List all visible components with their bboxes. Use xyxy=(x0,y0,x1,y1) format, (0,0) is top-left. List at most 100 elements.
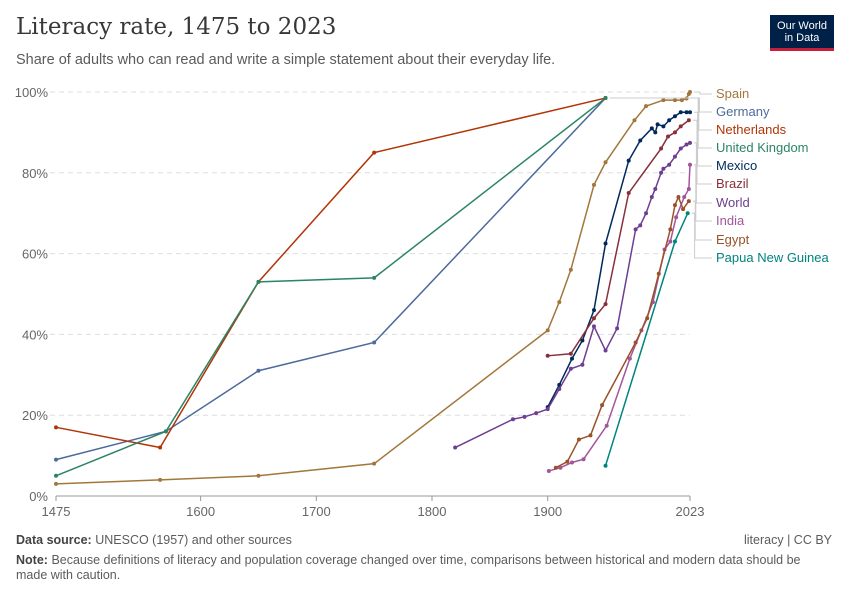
legend-connector xyxy=(609,97,712,149)
legend-label: Mexico xyxy=(716,158,757,173)
legend-connector xyxy=(694,111,712,167)
data-point xyxy=(667,118,672,123)
data-point xyxy=(372,461,377,466)
data-point xyxy=(545,407,550,412)
data-point xyxy=(569,460,574,465)
data-point xyxy=(604,423,609,428)
data-point xyxy=(600,403,605,408)
legend-label: Germany xyxy=(716,104,770,119)
data-point xyxy=(372,150,377,155)
y-tick-label: 20% xyxy=(22,408,48,423)
data-point xyxy=(568,267,573,272)
legend-label: Papua New Guinea xyxy=(716,250,830,265)
data-point xyxy=(553,465,558,470)
data-point xyxy=(645,316,650,321)
data-point xyxy=(54,473,58,478)
data-point xyxy=(686,186,691,191)
data-point xyxy=(653,186,658,191)
x-tick-label: 1600 xyxy=(186,504,215,519)
y-tick-label: 60% xyxy=(22,247,48,262)
legend-connector xyxy=(692,200,712,241)
data-point xyxy=(655,122,660,127)
data-point xyxy=(522,414,527,419)
data-point xyxy=(546,468,551,473)
data-point xyxy=(685,211,690,216)
data-point xyxy=(580,362,585,367)
data-point xyxy=(679,98,684,103)
license[interactable]: literacy | CC BY xyxy=(744,533,832,547)
data-point xyxy=(568,351,573,356)
data-point xyxy=(158,477,163,482)
series-line-brazil xyxy=(547,119,690,357)
data-point xyxy=(603,348,608,353)
data-point xyxy=(678,124,683,129)
y-tick-label: 80% xyxy=(22,166,48,181)
note-text: Because definitions of literacy and popu… xyxy=(16,553,801,582)
data-point xyxy=(372,275,377,280)
data-point xyxy=(672,98,677,103)
data-point xyxy=(603,96,608,101)
legend-label: Spain xyxy=(716,86,749,101)
series-line-united-kingdom xyxy=(55,97,607,477)
series-line-egypt xyxy=(555,195,690,469)
chart-title: Literacy rate, 1475 to 2023 xyxy=(16,14,337,40)
data-point xyxy=(534,411,539,416)
data-point xyxy=(676,195,681,200)
data-point xyxy=(659,146,664,151)
data-point xyxy=(558,465,563,470)
data-point xyxy=(672,114,677,119)
data-point xyxy=(54,457,58,462)
data-point xyxy=(453,445,458,450)
data-point xyxy=(667,162,672,167)
data-point xyxy=(656,271,661,276)
data-point xyxy=(591,182,596,187)
data-point xyxy=(626,158,631,163)
data-point xyxy=(644,104,649,109)
source-label: Data source: xyxy=(16,533,92,547)
data-point xyxy=(644,211,649,216)
x-tick-label: 1475 xyxy=(42,504,71,519)
data-point xyxy=(661,166,666,171)
legend-label: Brazil xyxy=(716,176,749,191)
data-point xyxy=(668,239,673,244)
data-point xyxy=(603,463,608,468)
data-point xyxy=(591,316,596,321)
legend-label: United Kingdom xyxy=(716,140,809,155)
owid-logo[interactable]: Our World in Data xyxy=(770,15,834,51)
y-tick-label: 40% xyxy=(22,327,48,342)
legend-label: World xyxy=(716,195,750,210)
data-point xyxy=(576,437,581,442)
data-point xyxy=(682,195,687,200)
data-point xyxy=(688,140,692,145)
data-point xyxy=(163,429,168,434)
data-point xyxy=(684,110,689,115)
data-point xyxy=(603,160,608,165)
data-point xyxy=(588,433,593,438)
x-tick-label: 2023 xyxy=(676,504,705,519)
series-line-netherlands xyxy=(55,97,606,449)
data-point xyxy=(678,146,683,151)
data-point xyxy=(256,473,261,478)
data-point xyxy=(672,154,677,159)
data-point xyxy=(672,203,677,208)
data-point xyxy=(568,366,573,371)
data-point xyxy=(510,417,515,422)
data-point xyxy=(659,170,664,175)
data-point xyxy=(686,199,691,204)
data-point xyxy=(638,138,643,143)
source-text: UNESCO (1957) and other sources xyxy=(95,533,292,547)
data-point xyxy=(256,279,261,284)
data-point xyxy=(54,481,58,486)
data-point xyxy=(633,227,638,232)
data-point xyxy=(580,338,585,343)
data-point xyxy=(632,118,637,123)
data-point xyxy=(569,356,574,361)
legend-label: Egypt xyxy=(716,232,750,247)
data-point xyxy=(54,425,58,430)
series-line-papua-new-guinea xyxy=(604,212,689,466)
data-point xyxy=(557,300,562,305)
data-source: Data source: UNESCO (1957) and other sou… xyxy=(16,533,292,547)
data-point xyxy=(681,207,686,212)
data-point xyxy=(653,130,658,135)
